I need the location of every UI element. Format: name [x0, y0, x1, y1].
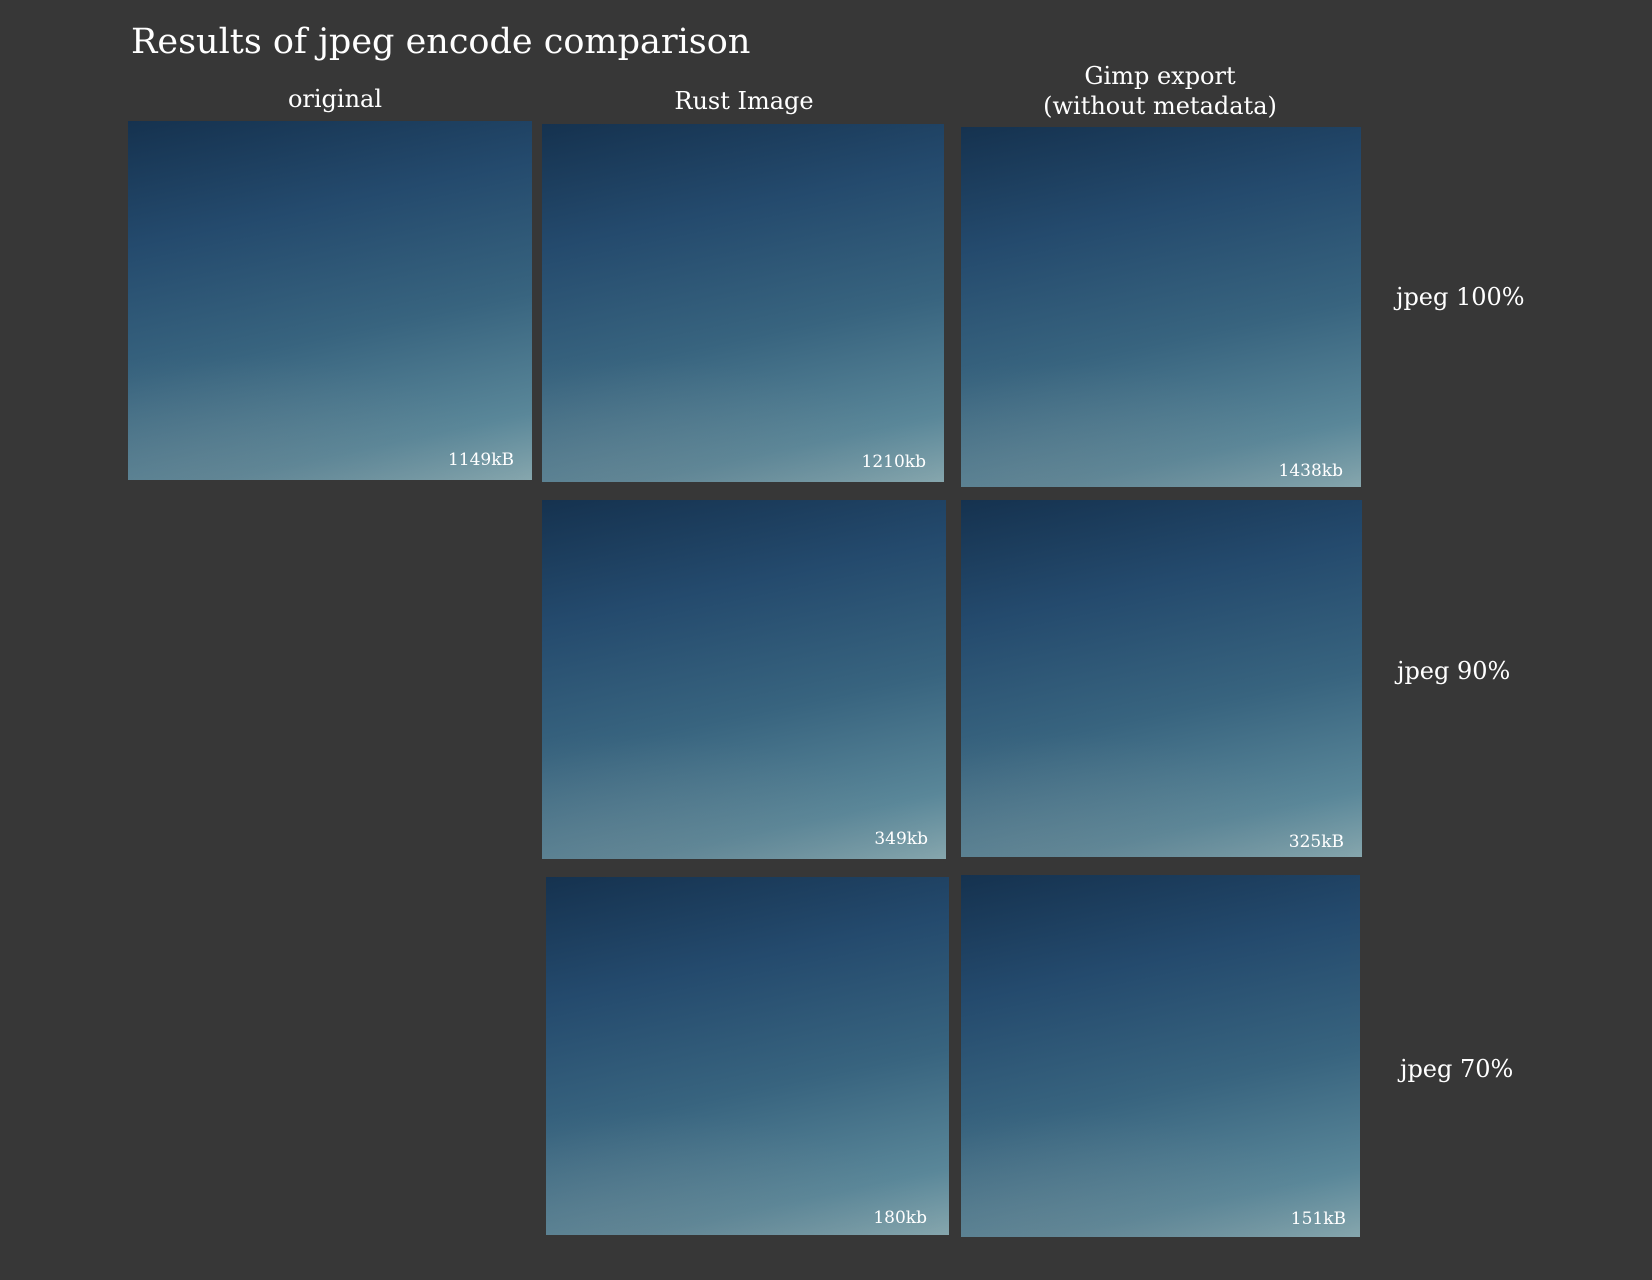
- image-gimp-100: 1438kb: [961, 127, 1361, 487]
- image-rust-70: 180kb: [546, 877, 949, 1235]
- file-size-label: 325kB: [1288, 832, 1344, 852]
- page-title: Results of jpeg encode comparison: [131, 22, 751, 62]
- row-label-jpeg-90: jpeg 90%: [1397, 657, 1511, 685]
- file-size-label: 1438kb: [1278, 461, 1343, 481]
- image-gimp-70: 151kB: [961, 875, 1360, 1237]
- row-label-jpeg-70: jpeg 70%: [1400, 1055, 1514, 1083]
- column-header-gimp-line1: Gimp export: [1084, 62, 1236, 90]
- row-label-jpeg-100: jpeg 100%: [1396, 283, 1525, 311]
- column-header-gimp-export: Gimp export (without metadata): [1010, 61, 1310, 121]
- column-header-original: original: [287, 85, 383, 113]
- image-original: 1149kB: [128, 121, 532, 480]
- file-size-label: 1149kB: [447, 450, 514, 470]
- file-size-label: 349kb: [874, 829, 928, 849]
- image-rust-100: 1210kb: [542, 124, 944, 482]
- image-gimp-90: 325kB: [961, 500, 1362, 857]
- file-size-label: 180kb: [873, 1208, 927, 1228]
- file-size-label: 151kB: [1290, 1209, 1346, 1229]
- column-header-gimp-line2: (without metadata): [1043, 92, 1277, 120]
- image-rust-90: 349kb: [542, 500, 946, 859]
- file-size-label: 1210kb: [861, 452, 926, 472]
- column-header-rust-image: Rust Image: [674, 87, 814, 115]
